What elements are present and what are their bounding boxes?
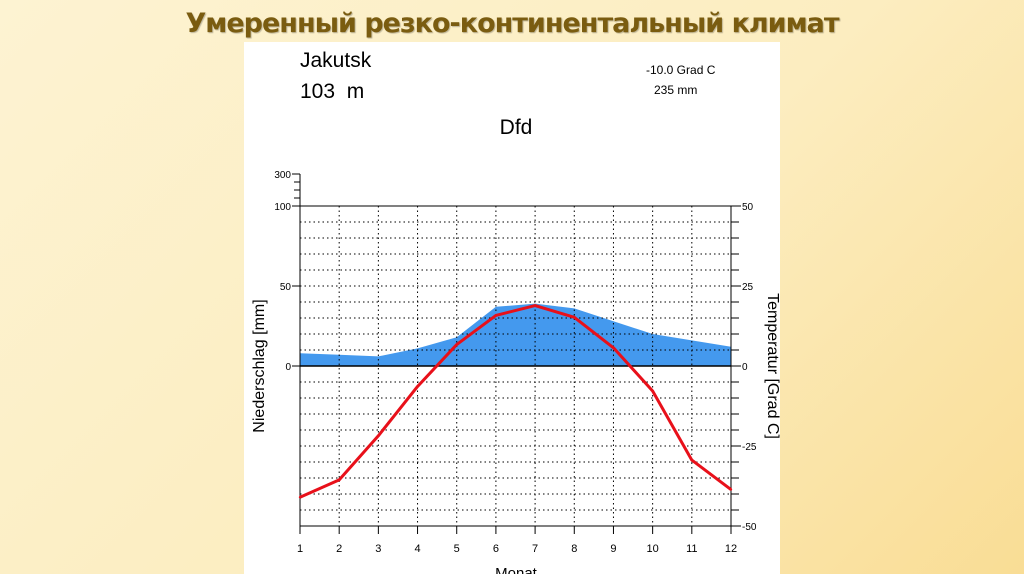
x-tick-label: 4 <box>414 543 420 555</box>
x-tick-label: 1 <box>297 543 303 555</box>
x-axis-label: Monat <box>495 565 538 574</box>
slide-title: Умеренный резко-континентальный климат <box>185 8 839 39</box>
temperature-point <box>455 343 458 346</box>
temperature-point <box>729 488 733 491</box>
x-tick-label: 5 <box>454 543 460 555</box>
climate-chart-svg: Jakutsk 103 m -10.0 Grad C 235 mm Dfd 30… <box>251 49 780 574</box>
temperature-point <box>416 385 419 388</box>
x-tick-label: 10 <box>647 543 659 555</box>
x-tick-label: 12 <box>725 543 737 555</box>
temperature-point <box>612 346 615 349</box>
x-tick-label: 6 <box>493 543 499 555</box>
climate-diagram: Jakutsk 103 m -10.0 Grad C 235 mm Dfd 30… <box>244 42 780 574</box>
right-tick-label: -50 <box>742 522 757 533</box>
annual-precipitation: 235 mm <box>654 83 697 97</box>
x-tick-label: 2 <box>336 543 342 555</box>
temperature-point <box>494 314 498 317</box>
station-name: Jakutsk <box>300 49 372 72</box>
temperature-point <box>298 496 302 499</box>
right-axis-label: Temperatur [Grad C] <box>764 293 780 439</box>
temperature-point <box>337 478 341 482</box>
x-tick-label: 11 <box>686 543 697 555</box>
right-tick-label: 0 <box>742 362 748 373</box>
station-elevation: 103 m <box>300 80 364 103</box>
right-tick-label: -25 <box>742 442 757 453</box>
x-tick-label: 9 <box>610 543 616 555</box>
mean-temperature: -10.0 Grad C <box>646 63 716 77</box>
left-axis-label: Niederschlag [mm] <box>251 299 268 432</box>
left-tick-label: 300 <box>274 170 291 181</box>
left-tick-label: 0 <box>285 362 291 373</box>
temperature-line <box>299 304 732 499</box>
temperature-point <box>573 316 576 319</box>
temperature-point <box>690 458 694 462</box>
climate-class: Dfd <box>500 116 533 139</box>
temperature-point <box>533 304 537 307</box>
precipitation-area <box>300 303 731 366</box>
left-tick-label: 100 <box>274 202 291 213</box>
x-tick-label: 7 <box>532 543 538 555</box>
temperature-point <box>377 434 380 437</box>
right-tick-label: 25 <box>742 282 754 293</box>
left-tick-label: 50 <box>280 282 292 293</box>
right-tick-label: 50 <box>742 202 754 213</box>
x-tick-label: 8 <box>571 543 577 555</box>
x-tick-label: 3 <box>375 543 381 555</box>
temperature-point <box>651 389 654 393</box>
